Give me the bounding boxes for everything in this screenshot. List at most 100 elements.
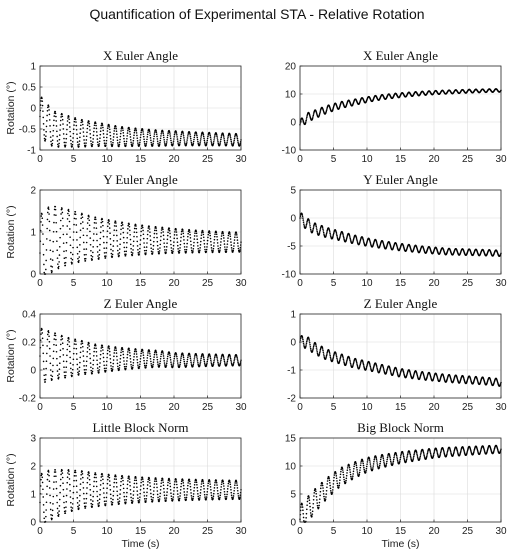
data-point [223, 360, 226, 363]
data-point [330, 358, 332, 360]
data-point [322, 228, 324, 231]
data-point [205, 498, 208, 500]
data-point [149, 352, 151, 355]
y-tick-label: 0.4 [22, 310, 36, 321]
data-point [158, 364, 161, 367]
data-point [190, 492, 192, 494]
data-point [159, 358, 162, 360]
data-point [325, 489, 328, 492]
data-point [75, 347, 78, 350]
data-points [39, 327, 242, 383]
data-point [150, 364, 153, 367]
data-point [199, 140, 202, 142]
data-point [48, 113, 51, 116]
data-point [200, 240, 202, 243]
data-point [49, 136, 52, 138]
data-point [72, 246, 74, 249]
data-point [203, 493, 206, 496]
data-point [346, 236, 348, 238]
data-point [125, 365, 128, 368]
y-axis-label: Rotation (°) [5, 329, 17, 382]
data-point [219, 142, 222, 144]
data-point [66, 124, 69, 126]
data-point [106, 225, 109, 228]
data-point [185, 144, 188, 146]
data-point [200, 134, 203, 136]
data-point [226, 246, 228, 248]
data-point [142, 133, 145, 135]
data-point [132, 494, 135, 496]
data-point [180, 236, 182, 239]
data-point [133, 482, 136, 485]
data-point [115, 126, 117, 128]
data-point [96, 138, 99, 140]
data-point [86, 222, 89, 224]
data-point [225, 497, 228, 500]
data-point [136, 235, 138, 238]
data-point [133, 355, 135, 358]
data-point [147, 480, 149, 483]
data-point [326, 480, 329, 482]
data-point [72, 128, 75, 131]
data-point [139, 247, 141, 250]
data-point [318, 113, 321, 116]
data-point [105, 500, 107, 502]
data-point [63, 137, 65, 140]
data-point [151, 252, 154, 255]
data-point [131, 500, 134, 502]
data-point [382, 456, 384, 458]
data-point [402, 452, 404, 455]
data-point [336, 357, 338, 360]
data-point [308, 341, 311, 344]
data-point [120, 480, 122, 483]
data-point [206, 243, 209, 245]
data-point [146, 359, 148, 362]
data-point [329, 487, 332, 490]
data-point [61, 338, 64, 340]
data-point [172, 244, 175, 247]
data-point [149, 482, 151, 484]
data-point [183, 137, 185, 139]
data-point [220, 357, 223, 360]
data-point [119, 135, 122, 138]
data-point [369, 364, 371, 366]
data-point [399, 458, 401, 461]
data-point [213, 360, 215, 362]
data-point [177, 496, 179, 498]
data-point [180, 485, 182, 488]
data-point [323, 233, 325, 235]
data-point [212, 495, 215, 498]
data-point [207, 356, 209, 359]
data-point [41, 104, 44, 107]
data-point [146, 354, 149, 357]
data-point [169, 239, 172, 242]
data-point [47, 471, 50, 473]
data-point [41, 337, 44, 340]
data-point [396, 458, 399, 460]
data-point [190, 140, 192, 142]
data-point [200, 232, 203, 234]
data-point [123, 241, 125, 244]
data-point [165, 141, 168, 143]
data-point [180, 233, 183, 236]
data-point [83, 142, 86, 144]
data-point [135, 225, 137, 227]
data-point [229, 481, 231, 484]
data-point [378, 464, 381, 467]
data-point [197, 245, 199, 247]
data-point [160, 132, 163, 135]
data-point [160, 482, 163, 484]
data-point [376, 464, 379, 466]
data-point [202, 354, 204, 356]
data-point [87, 121, 89, 124]
data-point [140, 227, 143, 230]
data-point [100, 221, 103, 224]
data-point [207, 233, 210, 236]
data-point [162, 134, 165, 136]
data-point [305, 345, 307, 348]
data-point [46, 238, 48, 240]
data-point [173, 360, 175, 362]
data-point [172, 248, 175, 250]
data-point [219, 249, 221, 251]
data-point [76, 368, 79, 370]
